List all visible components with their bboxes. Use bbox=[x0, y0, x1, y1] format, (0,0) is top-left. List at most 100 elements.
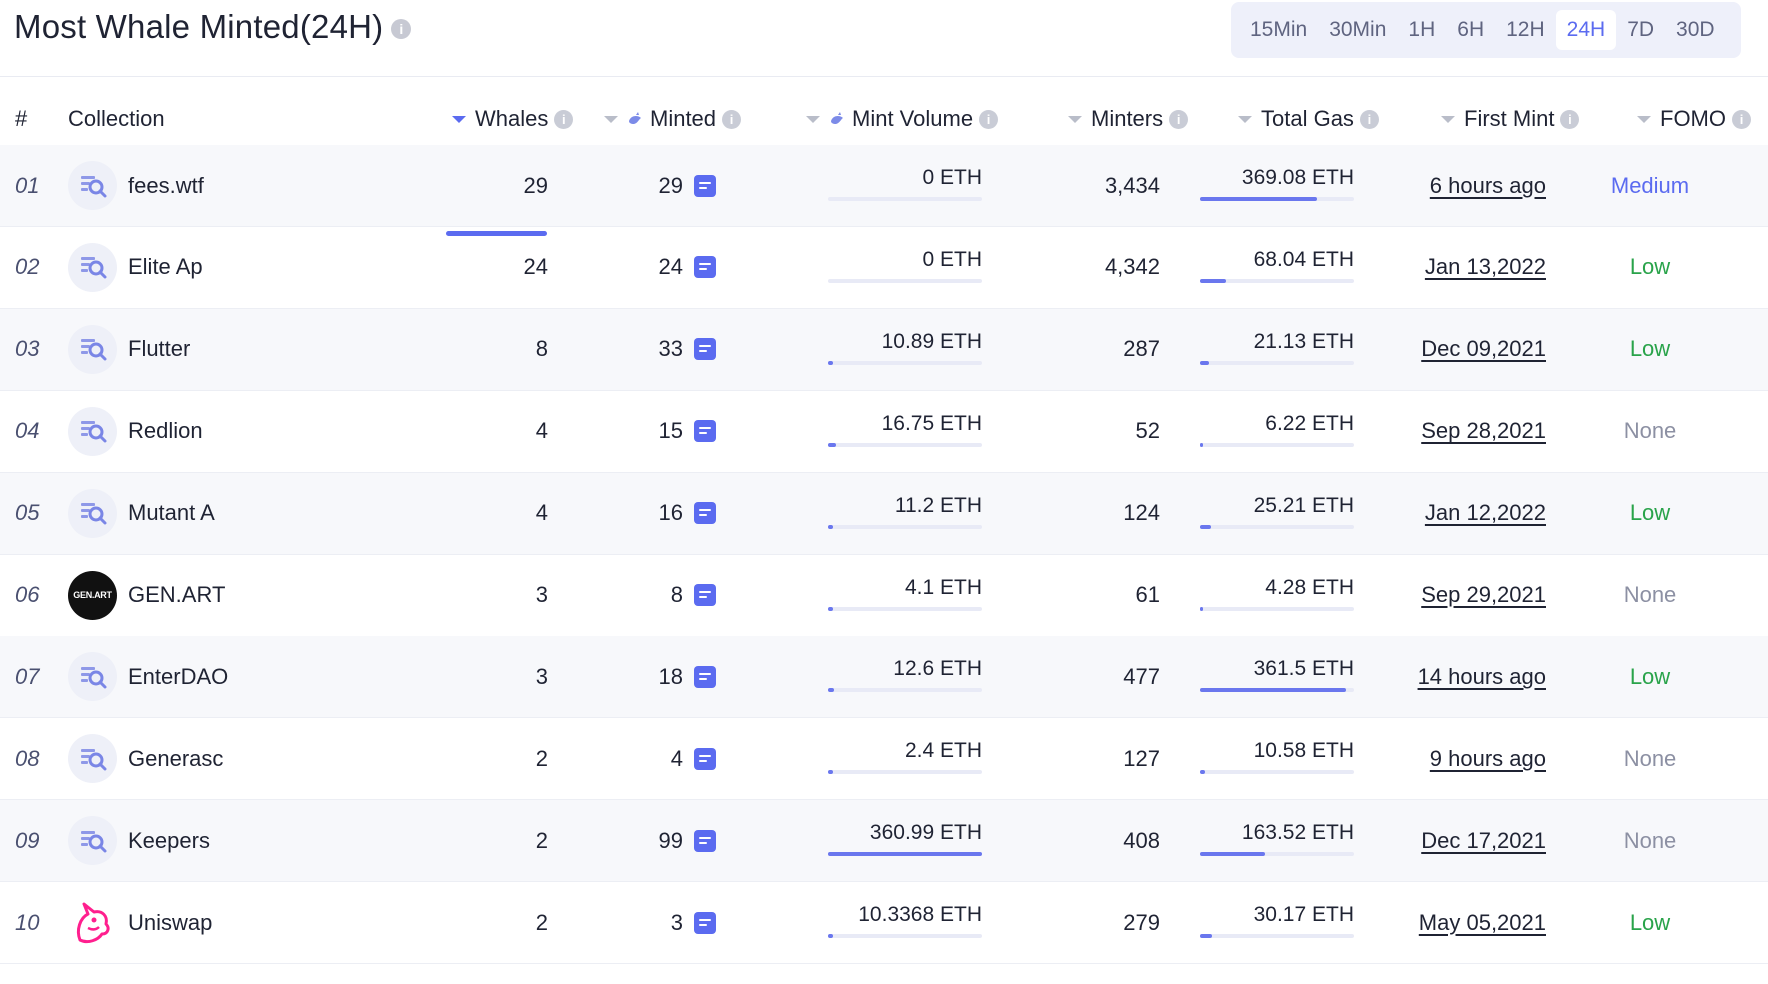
col-first-mint-label: First Mint bbox=[1464, 106, 1555, 131]
first-mint-link[interactable]: 6 hours ago bbox=[1429, 172, 1546, 198]
period-15min[interactable]: 15Min bbox=[1250, 18, 1308, 41]
info-icon[interactable]: i bbox=[1169, 109, 1189, 129]
document-icon[interactable] bbox=[694, 502, 716, 525]
document-icon[interactable] bbox=[694, 829, 716, 852]
sort-icon bbox=[1238, 115, 1252, 123]
col-first-mint[interactable]: First Mint i bbox=[1441, 106, 1580, 132]
total-gas-cell: 25.21 ETH bbox=[1200, 473, 1354, 554]
mint-volume-value: 16.75 ETH bbox=[881, 411, 982, 435]
document-icon[interactable] bbox=[694, 174, 716, 197]
search-icon bbox=[68, 734, 117, 784]
document-icon[interactable] bbox=[694, 256, 716, 279]
first-mint-link[interactable]: Sep 29,2021 bbox=[1421, 582, 1546, 607]
total-gas-bar-fill bbox=[1200, 278, 1227, 283]
collection-name[interactable]: EnterDAO bbox=[128, 663, 229, 689]
total-gas-value: 361.5 ETH bbox=[1253, 657, 1354, 681]
minters-count: 52 bbox=[1135, 418, 1160, 444]
document-icon[interactable] bbox=[694, 747, 716, 770]
period-24h[interactable]: 24H bbox=[1555, 10, 1617, 50]
collection-name[interactable]: Redlion bbox=[128, 418, 203, 444]
minted-cell: 24 bbox=[600, 227, 716, 308]
mint-volume-value: 360.99 ETH bbox=[869, 821, 982, 845]
whales-count: 29 bbox=[523, 172, 548, 198]
col-minted[interactable]: Minted i bbox=[604, 106, 742, 132]
search-icon bbox=[68, 324, 117, 374]
info-icon[interactable]: i bbox=[722, 109, 742, 129]
table-row[interactable]: 03 Flutter 8 33 10.89 ETH 287 21.13 ETH Dec 09,… bbox=[0, 308, 1768, 391]
table-row[interactable]: 08 Generasc 2 4 2.4 ETH 127 10.58 ETH 9 hours a… bbox=[0, 718, 1768, 801]
rank: 06 bbox=[15, 582, 40, 607]
search-icon bbox=[68, 816, 117, 866]
sort-icon bbox=[1441, 115, 1455, 123]
period-30min[interactable]: 30Min bbox=[1329, 18, 1387, 41]
document-icon[interactable] bbox=[694, 665, 716, 688]
info-icon[interactable]: i bbox=[1359, 109, 1379, 129]
collection-name[interactable]: Keepers bbox=[128, 827, 210, 853]
col-mint-volume[interactable]: Mint Volume i bbox=[806, 106, 999, 132]
col-total-gas[interactable]: Total Gas i bbox=[1238, 106, 1379, 132]
table-row[interactable]: 04 Redlion 4 15 16.75 ETH 52 6.22 ETH Sep 28,20… bbox=[0, 391, 1768, 473]
col-whales[interactable]: Whales i bbox=[452, 106, 574, 132]
first-mint-link[interactable]: Dec 09,2021 bbox=[1421, 336, 1546, 362]
info-icon[interactable]: i bbox=[554, 109, 574, 129]
period-30d[interactable]: 30D bbox=[1676, 18, 1715, 41]
first-mint-link[interactable]: May 05,2021 bbox=[1418, 909, 1546, 935]
collection-name[interactable]: Generasc bbox=[128, 745, 224, 771]
collection-name[interactable]: Flutter bbox=[128, 336, 191, 362]
total-gas-cell: 21.13 ETH bbox=[1200, 309, 1354, 390]
total-gas-bar bbox=[1200, 442, 1354, 447]
total-gas-cell: 30.17 ETH bbox=[1200, 882, 1354, 963]
info-icon[interactable]: i bbox=[391, 19, 412, 40]
first-mint-link[interactable]: Sep 28,2021 bbox=[1421, 418, 1546, 444]
total-gas-bar bbox=[1200, 852, 1354, 857]
mint-volume-cell: 2.4 ETH bbox=[828, 718, 982, 799]
search-icon bbox=[68, 406, 117, 456]
table-row[interactable]: 02 Elite Ap 24 24 0 ETH 4,342 68.04 ETH Jan 13,… bbox=[0, 227, 1768, 309]
document-icon[interactable] bbox=[694, 584, 716, 606]
first-mint-link[interactable]: 9 hours ago bbox=[1429, 745, 1546, 771]
minted-count: 24 bbox=[658, 254, 683, 280]
fomo-level: None bbox=[1623, 745, 1677, 771]
first-mint-link[interactable]: Jan 12,2022 bbox=[1424, 500, 1546, 526]
minted-cell: 99 bbox=[600, 800, 716, 881]
total-gas-value: 25.21 ETH bbox=[1253, 493, 1354, 517]
document-icon[interactable] bbox=[694, 338, 716, 361]
mint-volume-bar bbox=[828, 524, 982, 529]
first-mint-link[interactable]: Jan 13,2022 bbox=[1424, 254, 1546, 280]
minted-cell: 33 bbox=[600, 309, 716, 390]
first-mint-link[interactable]: 14 hours ago bbox=[1417, 663, 1546, 689]
minted-count: 15 bbox=[658, 418, 683, 444]
fomo-level: None bbox=[1623, 827, 1677, 853]
collection-name[interactable]: Mutant A bbox=[128, 500, 215, 526]
document-icon[interactable] bbox=[694, 911, 716, 934]
table-row[interactable]: 07 EnterDAO 3 18 12.6 ETH 477 361.5 ETH 14 hour… bbox=[0, 636, 1768, 719]
period-1h[interactable]: 1H bbox=[1408, 18, 1436, 41]
col-minted-label: Minted bbox=[650, 106, 717, 131]
minted-cell: 16 bbox=[600, 473, 716, 554]
info-icon[interactable]: i bbox=[979, 109, 999, 129]
mint-volume-cell: 360.99 ETH bbox=[828, 800, 982, 881]
table-row[interactable]: 10 Uniswap 2 3 10.3368 ETH 279 30.17 ETH May 05… bbox=[0, 882, 1768, 965]
col-minters[interactable]: Minters i bbox=[1068, 106, 1189, 132]
period-7d[interactable]: 7D bbox=[1627, 18, 1655, 41]
info-icon[interactable]: i bbox=[1560, 109, 1580, 129]
period-12h[interactable]: 12H bbox=[1506, 18, 1545, 41]
mint-volume-cell: 0 ETH bbox=[828, 227, 982, 308]
collection-name[interactable]: Uniswap bbox=[128, 909, 213, 935]
col-fomo[interactable]: FOMO i bbox=[1637, 106, 1751, 132]
table-row[interactable]: 01 fees.wtf 29 29 0 ETH 3,434 369.08 ETH 6 hour… bbox=[0, 145, 1768, 227]
first-mint-link[interactable]: Dec 17,2021 bbox=[1421, 827, 1546, 853]
table-row[interactable]: 06 GEN.ART GEN.ART 3 8 4.1 ETH 61 4.28 ETH Sep 2… bbox=[0, 555, 1768, 637]
fomo-level: Low bbox=[1629, 336, 1671, 362]
document-icon[interactable] bbox=[694, 420, 716, 443]
mint-volume-bar bbox=[828, 278, 982, 283]
collection-name[interactable]: fees.wtf bbox=[128, 172, 204, 198]
collection-name[interactable]: Elite Ap bbox=[128, 254, 203, 280]
period-6h[interactable]: 6H bbox=[1457, 18, 1485, 41]
collection-name[interactable]: GEN.ART bbox=[128, 582, 226, 607]
sort-desc-icon bbox=[452, 115, 466, 123]
table-row[interactable]: 05 Mutant A 4 16 11.2 ETH 124 25.21 ETH Jan 12,… bbox=[0, 472, 1768, 555]
fomo-level: None bbox=[1623, 582, 1677, 607]
table-row[interactable]: 09 Keepers 2 99 360.99 ETH 408 163.52 ETH Dec 1… bbox=[0, 800, 1768, 883]
info-icon[interactable]: i bbox=[1732, 109, 1751, 129]
